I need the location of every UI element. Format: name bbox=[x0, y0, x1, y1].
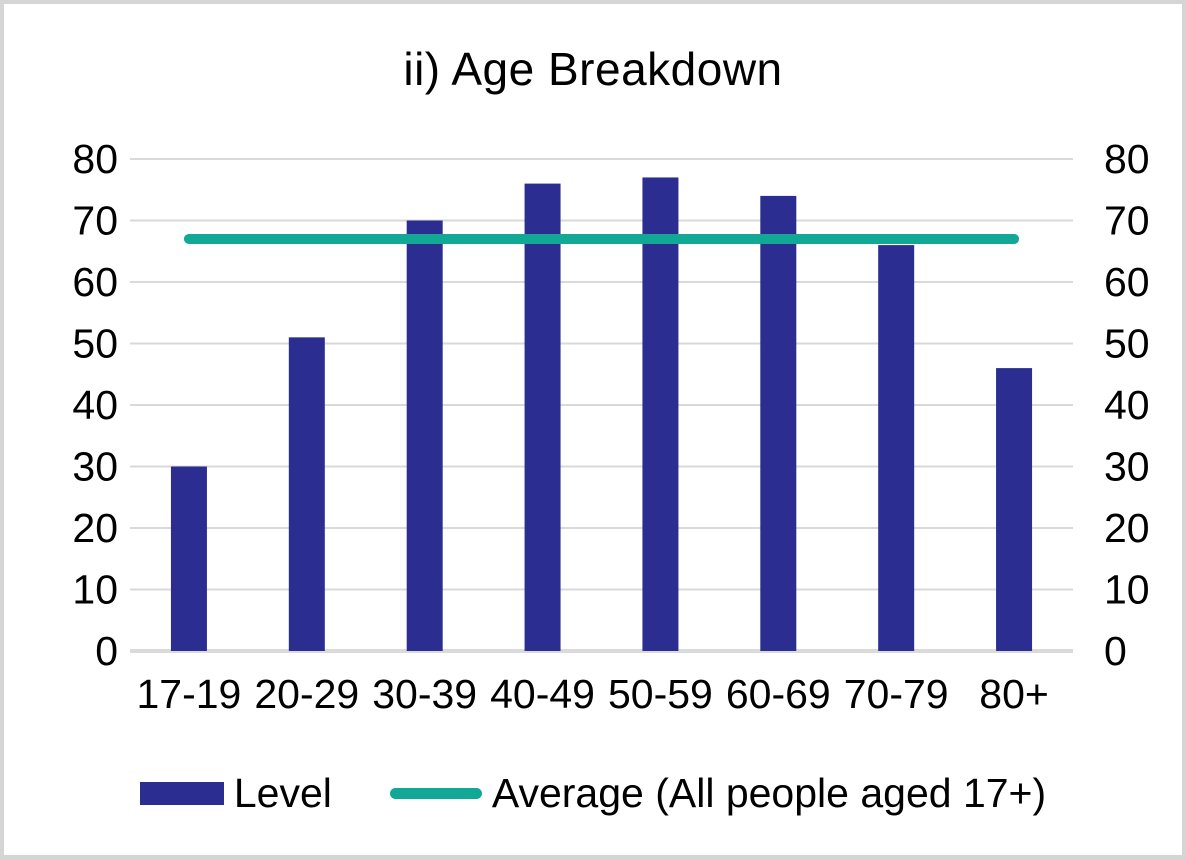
x-tick-label: 70-79 bbox=[844, 671, 949, 717]
bar-70-79 bbox=[878, 245, 915, 651]
bar-swatch-icon bbox=[139, 782, 224, 805]
x-tick-label: 60-69 bbox=[726, 671, 831, 717]
y-tick-label-left: 20 bbox=[72, 505, 118, 551]
legend-item-average: Average (All people aged 17+) bbox=[389, 770, 1047, 817]
y-tick-label-right: 10 bbox=[1104, 567, 1150, 613]
bar-50-59 bbox=[642, 177, 679, 651]
y-tick-label-right: 40 bbox=[1104, 382, 1150, 428]
bar-80+ bbox=[996, 368, 1033, 651]
bar-60-69 bbox=[760, 195, 797, 651]
y-tick-label-left: 10 bbox=[72, 567, 118, 613]
y-tick-label-right: 50 bbox=[1104, 321, 1150, 367]
y-tick-label-left: 0 bbox=[95, 628, 118, 674]
bar-30-39 bbox=[406, 220, 443, 651]
y-tick-label-right: 0 bbox=[1104, 628, 1127, 674]
y-tick-label-left: 70 bbox=[72, 198, 118, 244]
x-tick-label: 80+ bbox=[979, 671, 1049, 717]
y-tick-label-right: 80 bbox=[1104, 136, 1150, 182]
x-tick-label: 17-19 bbox=[137, 671, 242, 717]
x-tick-label: 50-59 bbox=[608, 671, 713, 717]
y-tick-label-left: 50 bbox=[72, 321, 118, 367]
y-tick-label-right: 20 bbox=[1104, 505, 1150, 551]
y-tick-label-left: 40 bbox=[72, 382, 118, 428]
bar-40-49 bbox=[524, 183, 561, 651]
y-tick-label-right: 30 bbox=[1104, 444, 1150, 490]
legend: Level Average (All people aged 17+) bbox=[4, 770, 1182, 817]
x-tick-label: 30-39 bbox=[372, 671, 477, 717]
y-tick-label-left: 80 bbox=[72, 136, 118, 182]
chart-svg: 0 0 10 10 20 20 30 30 40 40 50 50 60 60 70 70 80 80 17-19 2… bbox=[72, 136, 1150, 717]
y-tick-label-left: 60 bbox=[72, 259, 118, 305]
bar-20-29 bbox=[288, 337, 325, 651]
x-tick-label: 20-29 bbox=[254, 671, 359, 717]
chart-title: ii) Age Breakdown bbox=[403, 43, 783, 95]
y-tick-label-right: 70 bbox=[1104, 198, 1150, 244]
bar-17-19 bbox=[170, 466, 207, 651]
y-tick-label-right: 60 bbox=[1104, 259, 1150, 305]
legend-label: Level bbox=[233, 770, 332, 816]
legend-item-level: Level bbox=[139, 770, 332, 817]
x-tick-label: 40-49 bbox=[490, 671, 595, 717]
line-swatch-icon bbox=[389, 788, 482, 799]
legend-label: Average (All people aged 17+) bbox=[491, 770, 1047, 816]
y-tick-label-left: 30 bbox=[72, 444, 118, 490]
